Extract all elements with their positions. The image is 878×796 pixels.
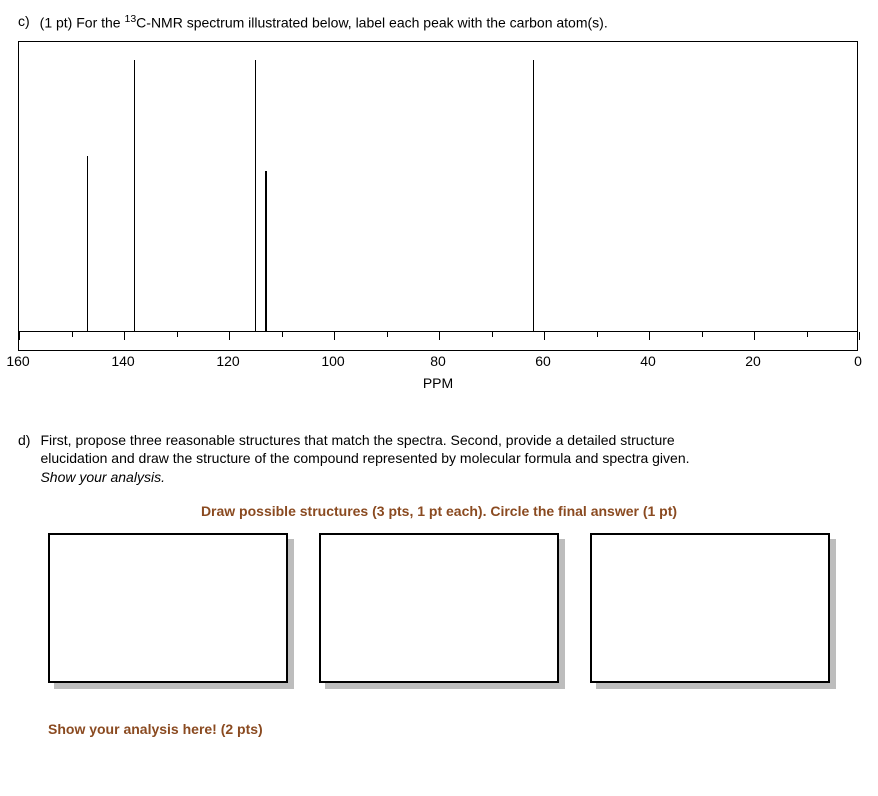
answer-box [48, 533, 288, 683]
axis-label: 160 [6, 353, 29, 369]
answer-box-front [590, 533, 830, 683]
spectrum-baseline [19, 331, 857, 332]
spectrum-peak [87, 156, 89, 331]
question-d: d) First, propose three reasonable struc… [18, 431, 860, 488]
spectrum-peak [533, 60, 535, 332]
axis-tick-minor [387, 332, 388, 337]
axis-label: 20 [745, 353, 761, 369]
answer-box-front [48, 533, 288, 683]
axis-tick-minor [177, 332, 178, 337]
spectrum-peak [134, 60, 136, 332]
nmr-spectrum [18, 41, 858, 351]
axis-label: 120 [216, 353, 239, 369]
axis-tick-minor [597, 332, 598, 337]
draw-heading: Draw possible structures (3 pts, 1 pt ea… [18, 503, 860, 519]
spectrum-axis-labels: 160140120100806040200 [18, 353, 858, 373]
qc-super: 13 [124, 13, 136, 25]
axis-label: 60 [535, 353, 551, 369]
axis-tick-minor [72, 332, 73, 337]
axis-tick-major [19, 332, 20, 340]
spectrum-peak [265, 171, 267, 332]
answer-box [590, 533, 830, 683]
axis-tick-major [124, 332, 125, 340]
answer-box [319, 533, 559, 683]
question-c: c) (1 pt) For the 13C-NMR spectrum illus… [18, 12, 860, 33]
axis-label: 140 [111, 353, 134, 369]
qd-line1: First, propose three reasonable structur… [40, 432, 674, 448]
qc-text-after: C-NMR spectrum illustrated below, label … [136, 15, 608, 31]
axis-tick-minor [807, 332, 808, 337]
qd-line2: elucidation and draw the structure of th… [40, 450, 689, 466]
axis-tick-minor [702, 332, 703, 337]
axis-tick-major [754, 332, 755, 340]
answer-box-front [319, 533, 559, 683]
axis-tick-minor [492, 332, 493, 337]
spectrum-axis-title: PPM [18, 375, 858, 391]
question-d-text: First, propose three reasonable structur… [40, 431, 860, 488]
axis-tick-major [229, 332, 230, 340]
axis-label: 0 [854, 353, 862, 369]
answer-boxes-row [18, 533, 860, 683]
question-c-label: c) [18, 12, 30, 33]
spectrum-peak [255, 60, 257, 332]
axis-tick-major [859, 332, 860, 340]
axis-label: 40 [640, 353, 656, 369]
axis-tick-major [544, 332, 545, 340]
axis-tick-major [334, 332, 335, 340]
axis-tick-minor [282, 332, 283, 337]
axis-tick-major [439, 332, 440, 340]
analysis-heading: Show your analysis here! (2 pts) [18, 721, 860, 737]
axis-label: 80 [430, 353, 446, 369]
axis-tick-major [649, 332, 650, 340]
axis-label: 100 [321, 353, 344, 369]
question-c-text: (1 pt) For the 13C-NMR spectrum illustra… [40, 12, 860, 33]
qc-text-before: (1 pt) For the [40, 15, 125, 31]
question-d-label: d) [18, 431, 30, 488]
qd-line3: Show your analysis. [40, 469, 165, 485]
